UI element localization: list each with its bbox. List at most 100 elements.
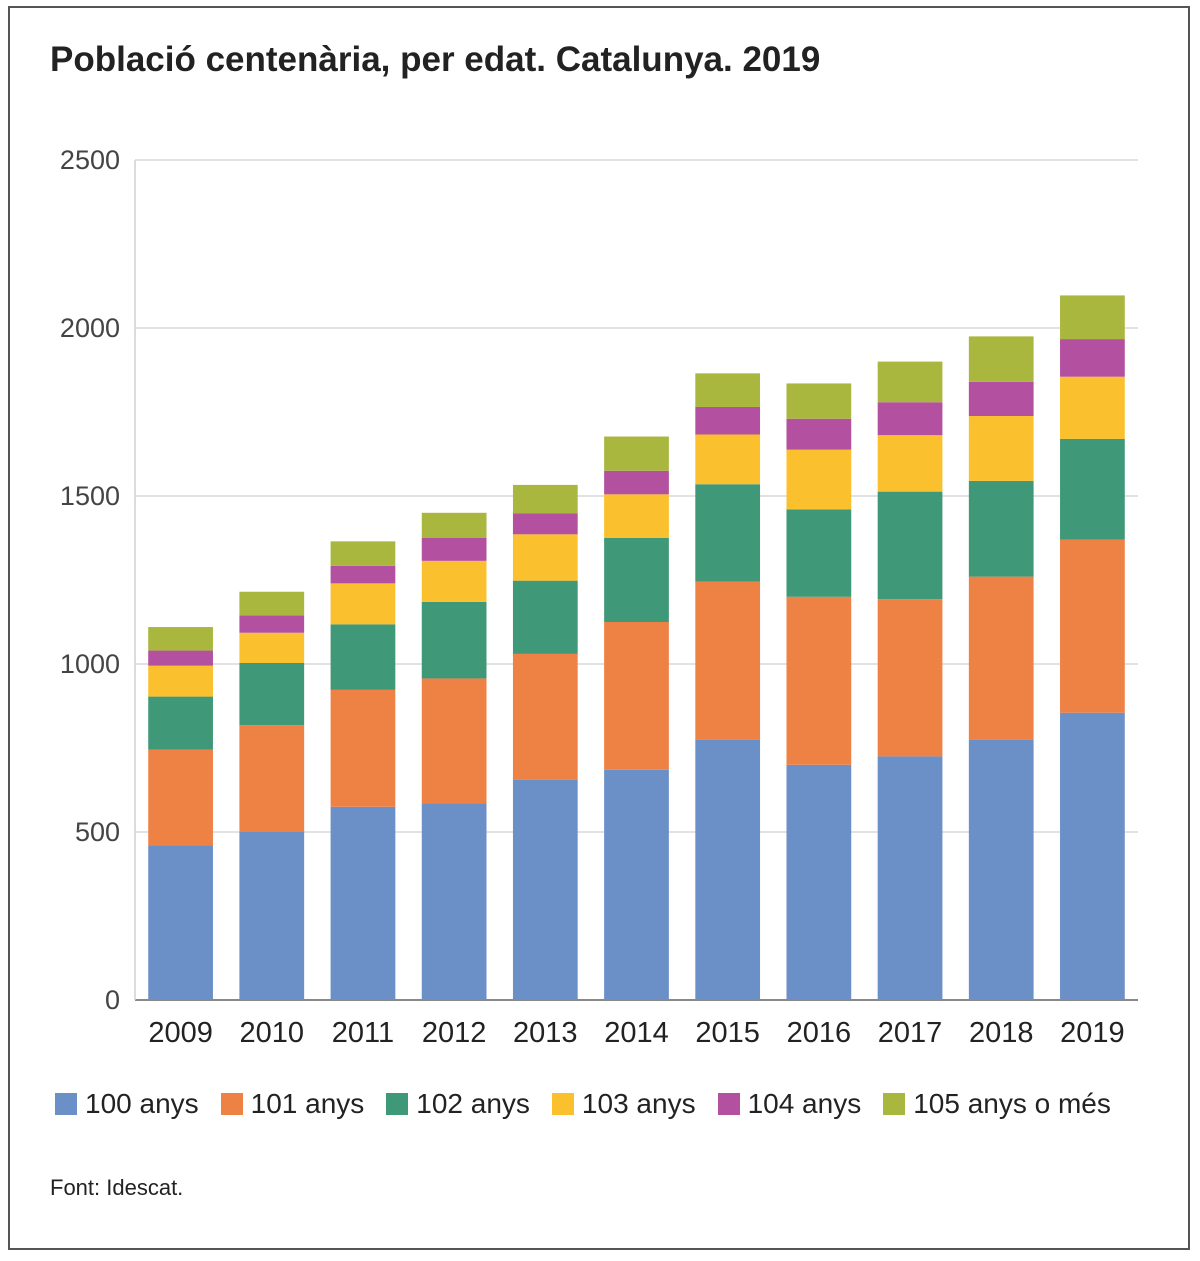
- bar-segment: [877, 491, 943, 600]
- bar-segment: [695, 581, 761, 740]
- bar-segment: [604, 622, 669, 770]
- bar-segment: [968, 576, 1034, 740]
- bar-segment: [968, 480, 1034, 577]
- y-tick-label: 2000: [60, 313, 120, 343]
- bar-segment: [239, 662, 305, 726]
- bar-segment: [148, 845, 213, 1000]
- legend-swatch: [220, 1093, 243, 1115]
- legend-item: 100 anys: [55, 1088, 199, 1120]
- bar-stack-2016: [786, 383, 852, 1000]
- bar-segment: [148, 627, 213, 651]
- bar-segment: [330, 689, 396, 807]
- bar-segment: [695, 373, 761, 407]
- bar-segment: [695, 406, 761, 435]
- x-tick-label: 2011: [332, 1017, 394, 1049]
- y-tick-label: 500: [75, 817, 120, 847]
- legend-label: 102 anys: [416, 1088, 530, 1119]
- x-tick-label: 2012: [422, 1017, 487, 1049]
- bar-segment: [877, 599, 943, 757]
- bar-segment: [421, 538, 487, 561]
- bar-segment: [1060, 712, 1125, 1000]
- legend-label: 101 anys: [250, 1088, 365, 1119]
- legend-label: 100 anys: [85, 1088, 199, 1119]
- legend-label: 104 anys: [747, 1088, 862, 1119]
- legend-swatch: [551, 1093, 574, 1115]
- bar-stack-2014: [604, 436, 669, 1000]
- y-tick-label: 1500: [60, 481, 120, 511]
- bar-segment: [877, 756, 943, 1000]
- bar-segment: [968, 381, 1034, 417]
- bar-stack-2015: [695, 373, 761, 1000]
- legend-swatch: [386, 1093, 409, 1115]
- chart-title: Població centenària, per edat. Catalunya…: [50, 40, 821, 79]
- bar-segment: [695, 434, 761, 485]
- bar-segment: [330, 541, 396, 566]
- bar-segment: [330, 806, 396, 1000]
- bar-segment: [330, 565, 396, 584]
- bar-stack-2009: [148, 627, 213, 1000]
- source-note: Font: Idescat.: [50, 1175, 184, 1200]
- bar-segment: [239, 615, 305, 633]
- x-tick-label: 2015: [695, 1017, 760, 1049]
- bar-segment: [968, 416, 1034, 481]
- bar-segment: [421, 512, 487, 538]
- x-tick-label: 2018: [969, 1017, 1034, 1049]
- x-tick-label: 2009: [148, 1017, 213, 1049]
- bar-segment: [786, 449, 852, 510]
- legend: 100 anys 101 anys 102 anys 103 anys 104 anys…: [55, 1088, 1133, 1120]
- bar-segment: [239, 832, 305, 1000]
- legend-swatch: [883, 1093, 906, 1115]
- y-tick-label: 0: [105, 985, 120, 1015]
- bar-segment: [330, 583, 396, 625]
- legend-item: 105 anys o més: [883, 1088, 1111, 1120]
- y-axis-ticks: 0 500 1000 1500 2000 2500: [60, 145, 120, 1015]
- bar-segment: [421, 601, 487, 679]
- bar-segment: [148, 696, 213, 750]
- bars: [148, 295, 1125, 1000]
- bar-segment: [786, 383, 852, 419]
- x-tick-label: 2013: [513, 1017, 578, 1049]
- bar-segment: [512, 779, 578, 1000]
- legend-item: 103 anys: [551, 1088, 696, 1120]
- legend-item: 101 anys: [220, 1088, 365, 1120]
- bar-segment: [1060, 376, 1125, 439]
- legend-item: 102 anys: [386, 1088, 530, 1120]
- bar-segment: [604, 538, 669, 622]
- bar-segment: [512, 653, 578, 780]
- bar-segment: [604, 494, 669, 538]
- bar-segment: [968, 739, 1034, 1000]
- legend-item: 104 anys: [717, 1088, 862, 1120]
- y-tick-label: 2500: [60, 145, 120, 175]
- bar-segment: [421, 560, 487, 602]
- y-tick-label: 1000: [60, 649, 120, 679]
- legend-label: 105 anys o més: [913, 1088, 1111, 1119]
- x-tick-label: 2016: [787, 1017, 852, 1049]
- legend-swatch: [717, 1093, 740, 1115]
- bar-segment: [1060, 295, 1125, 340]
- bar-segment: [512, 484, 578, 514]
- bar-segment: [877, 402, 943, 436]
- bar-segment: [148, 749, 213, 846]
- bar-stack-2012: [421, 512, 487, 1000]
- bar-segment: [786, 509, 852, 597]
- bar-segment: [604, 436, 669, 471]
- bar-stack-2017: [877, 361, 943, 1000]
- bar-segment: [239, 591, 305, 616]
- bar-segment: [786, 596, 852, 765]
- x-axis-ticks: 2009 2010 2011 2012 2013 2014 2015 2016 2017 2018…: [148, 1017, 1124, 1049]
- bar-segment: [148, 650, 213, 666]
- bar-segment: [1060, 438, 1125, 540]
- bar-stack-2011: [330, 541, 396, 1000]
- bar-segment: [148, 665, 213, 697]
- x-tick-label: 2014: [604, 1017, 669, 1049]
- bar-segment: [786, 418, 852, 450]
- bar-segment: [604, 470, 669, 495]
- bar-segment: [1060, 339, 1125, 377]
- legend-label: 103 anys: [581, 1088, 696, 1119]
- bar-segment: [421, 678, 487, 804]
- bar-segment: [1060, 539, 1125, 713]
- bar-segment: [239, 725, 305, 832]
- bar-segment: [695, 484, 761, 582]
- bar-segment: [512, 580, 578, 654]
